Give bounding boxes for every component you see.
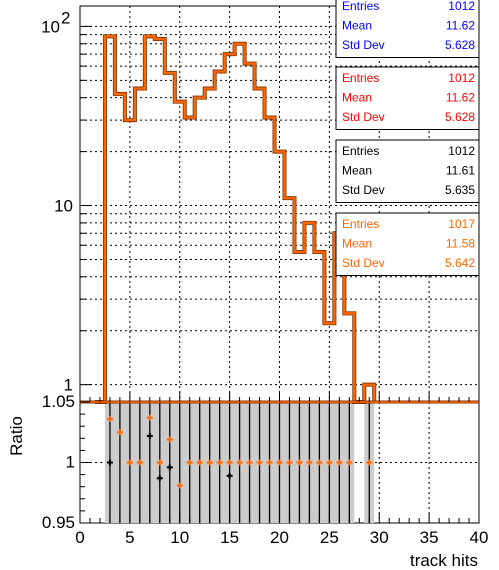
ratio-point (236, 459, 243, 466)
x-axis-label: track hits (410, 551, 478, 570)
stats-value: 1017 (448, 217, 475, 231)
stats-box: Entries 1012 Mean 11.62 Std Dev 5.628 (335, 0, 480, 58)
x-tick-label: 40 (470, 528, 489, 547)
stats-value: 11.62 (446, 19, 475, 33)
x-tick-label: 0 (75, 528, 84, 547)
ratio-point (266, 459, 273, 466)
y-tick-label: 1 (64, 376, 73, 395)
stats-value: 5.642 (445, 256, 475, 270)
ratio-point (296, 459, 303, 466)
ratio-point (346, 459, 353, 466)
ratio-point (166, 464, 173, 471)
ratio-y-axis-label: Ratio (7, 416, 26, 456)
stats-value: 1012 (448, 0, 475, 13)
ratio-point (106, 415, 113, 422)
y-tick-label: 10 (41, 17, 60, 36)
ratio-point (146, 414, 153, 421)
ratio-point (286, 459, 293, 466)
ratio-y-tick-label: 0.95 (42, 513, 75, 532)
ratio-point (306, 459, 313, 466)
ratio-point (136, 459, 143, 466)
stats-box-frame (335, 0, 480, 58)
ratio-point (256, 459, 263, 466)
ratio-point (336, 459, 343, 466)
histogram-step-line (94, 35, 376, 404)
x-tick-label: 15 (220, 528, 239, 547)
x-tick-label: 35 (420, 528, 439, 547)
ratio-point (276, 459, 283, 466)
stats-label: Mean (342, 91, 372, 105)
stats-label: Std Dev (342, 256, 385, 270)
y-tick-label: 10 (54, 197, 73, 216)
ratio-point (116, 429, 123, 436)
ratio-point (326, 459, 333, 466)
ratio-point (226, 459, 233, 466)
x-tick-label: 30 (370, 528, 389, 547)
stats-value: 11.61 (446, 164, 475, 178)
x-tick-label: 10 (170, 528, 189, 547)
stats-value: 11.62 (446, 91, 475, 105)
stats-value: 5.628 (445, 38, 475, 52)
stats-box-frame (335, 66, 480, 130)
stats-boxes: Entries 1012 Mean 11.62 Std Dev 5.628 Entries 1… (335, 0, 480, 276)
ratio-point (196, 459, 203, 466)
x-tick-label: 20 (270, 528, 289, 547)
stats-label: Entries (342, 217, 379, 231)
y-tick-exponent: 2 (61, 8, 70, 27)
stats-box: Entries 1012 Mean 11.61 Std Dev 5.635 (335, 139, 480, 203)
stats-box: Entries 1017 Mean 11.58 Std Dev 5.642 (335, 212, 480, 276)
ratio-point (246, 459, 253, 466)
stats-box: Entries 1012 Mean 11.62 Std Dev 5.628 (335, 66, 480, 130)
x-tick-label: 25 (320, 528, 339, 547)
ratio-points (106, 414, 373, 489)
ratio-y-tick-label: 1 (66, 453, 75, 472)
stats-value: 5.635 (445, 183, 475, 197)
ratio-point (156, 475, 163, 482)
ratio-point (216, 459, 223, 466)
ratio-y-tick-label: 1.05 (42, 392, 75, 411)
stats-label: Std Dev (342, 183, 385, 197)
stats-label: Entries (342, 71, 379, 85)
stats-label: Mean (342, 164, 372, 178)
stats-value: 1012 (448, 144, 475, 158)
ratio-point (126, 459, 133, 466)
ratio-point (176, 482, 183, 489)
stats-value: 11.58 (446, 237, 475, 251)
ratio-point (316, 459, 323, 466)
stats-label: Std Dev (342, 38, 385, 52)
stats-box-frame (335, 139, 480, 203)
main-plot-frame (79, 5, 480, 406)
ratio-point (156, 459, 163, 466)
stats-label: Mean (342, 237, 372, 251)
stats-label: Std Dev (342, 110, 385, 124)
stats-value: 5.628 (445, 110, 475, 124)
ratio-point (206, 459, 213, 466)
ratio-point (366, 459, 373, 466)
ratio-point (226, 472, 233, 479)
x-tick-label: 5 (125, 528, 134, 547)
stats-label: Mean (342, 19, 372, 33)
stats-value: 1012 (448, 71, 475, 85)
stats-label: Entries (342, 0, 379, 13)
ratio-point (146, 432, 153, 439)
ratio-point (186, 459, 193, 466)
ratio-point (106, 459, 113, 466)
stats-box-frame (335, 212, 480, 276)
stats-label: Entries (342, 144, 379, 158)
ratio-point (166, 436, 173, 443)
